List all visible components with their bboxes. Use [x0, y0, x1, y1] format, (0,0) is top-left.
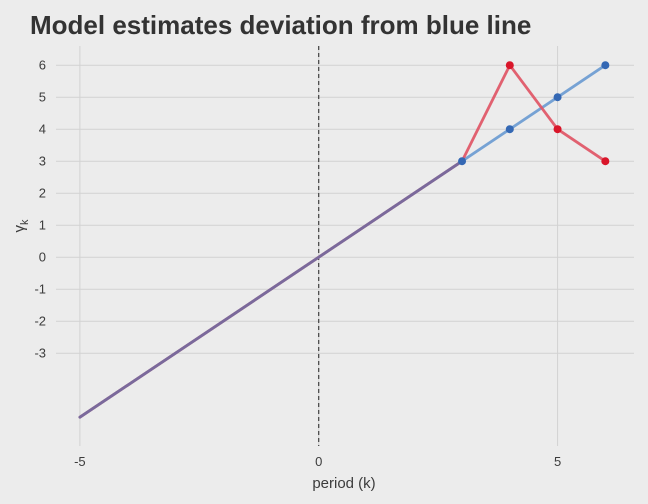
y-tick-label: 1 — [39, 218, 46, 233]
grid-lines — [56, 46, 634, 446]
series-points — [458, 61, 610, 166]
y-tick-label: 2 — [39, 186, 46, 201]
series-2-point — [505, 61, 514, 70]
series-2-point — [553, 125, 562, 134]
chart-title: Model estimates deviation from blue line — [30, 10, 531, 40]
series-1-point — [458, 157, 467, 166]
y-tick-label: 0 — [39, 250, 46, 265]
y-axis-title: γk — [11, 219, 31, 233]
y-tick-label: 4 — [39, 122, 46, 137]
x-tick-label: 0 — [315, 454, 322, 469]
x-tick-label: 5 — [554, 454, 561, 469]
y-tick-label: 6 — [39, 58, 46, 73]
x-tick-label: -5 — [74, 454, 86, 469]
x-axis-title: period (k) — [312, 475, 375, 492]
series-1-point — [553, 93, 562, 102]
y-axis-title-subscript: k — [19, 219, 31, 225]
tick-labels: -3 -2 -1 0 1 2 3 4 5 6 -5 0 5 — [34, 58, 561, 469]
shared-segment-line — [78, 159, 464, 419]
y-tick-label: -1 — [34, 282, 46, 297]
y-tick-label: -2 — [34, 314, 46, 329]
y-axis-title-symbol: γ — [11, 225, 28, 233]
y-tick-label: -3 — [34, 346, 46, 361]
y-tick-label: 5 — [39, 90, 46, 105]
series-2-point — [601, 157, 610, 166]
series-1-point — [601, 61, 610, 70]
series-1-point — [505, 125, 514, 134]
y-tick-label: 3 — [39, 154, 46, 169]
